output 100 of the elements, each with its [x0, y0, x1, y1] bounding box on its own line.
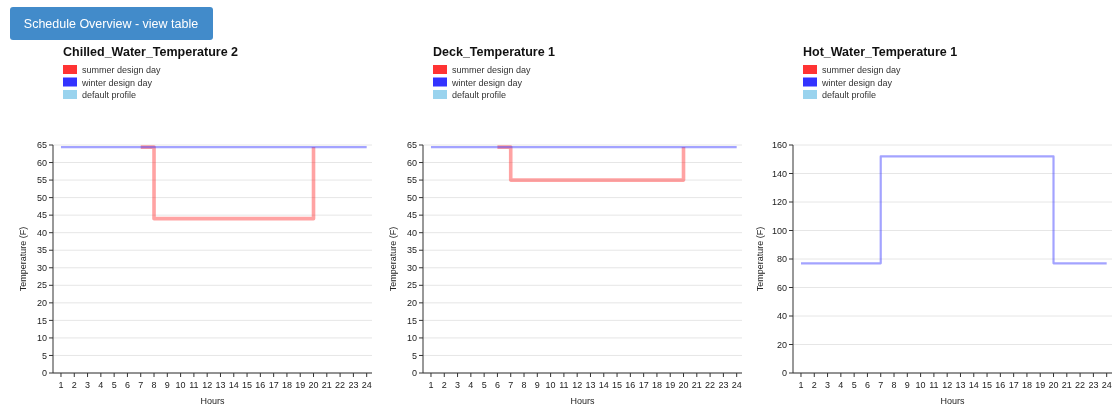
- y-tick-label: 20: [406, 298, 417, 308]
- y-tick-label: 55: [36, 175, 47, 186]
- x-tick-label: 18: [1021, 380, 1032, 390]
- y-tick-label: 60: [776, 282, 787, 293]
- legend-label: default profile: [822, 90, 877, 100]
- y-tick-label: 0: [411, 368, 417, 379]
- x-tick-label: 13: [215, 380, 226, 390]
- y-tick-label: 20: [776, 339, 787, 350]
- x-tick-label: 21: [321, 380, 332, 390]
- x-tick-label: 12: [572, 380, 583, 390]
- y-tick-label: 30: [36, 262, 47, 273]
- y-tick-label: 45: [406, 210, 417, 221]
- x-tick-label: 1: [58, 380, 64, 390]
- y-tick-label: 20: [36, 298, 47, 308]
- x-tick-label: 22: [1075, 380, 1086, 390]
- x-tick-label: 7: [508, 380, 514, 390]
- y-axis-title: Temperature (F): [388, 226, 398, 292]
- y-tick-label: 45: [36, 210, 47, 221]
- x-tick-label: 6: [494, 380, 500, 390]
- x-tick-label: 9: [904, 380, 910, 390]
- y-tick-label: 50: [36, 192, 47, 203]
- x-axis-title: Hours: [200, 396, 225, 405]
- y-tick-label: 5: [411, 350, 417, 361]
- y-tick-label: 10: [36, 333, 47, 344]
- legend-label: summer design day: [822, 65, 902, 75]
- x-tick-label: 23: [1088, 380, 1099, 390]
- y-tick-label: 40: [36, 227, 47, 238]
- y-tick-label: 60: [406, 157, 417, 168]
- y-tick-label: 55: [406, 175, 417, 186]
- x-tick-label: 10: [545, 380, 556, 390]
- x-tick-label: 24: [1101, 380, 1112, 390]
- legend-label: winter design day: [451, 77, 523, 88]
- x-tick-label: 12: [942, 380, 953, 390]
- y-tick-label: 35: [36, 245, 47, 256]
- y-axis-title: Temperature (F): [18, 226, 28, 292]
- x-tick-label: 16: [995, 380, 1006, 390]
- chart-title: Chilled_Water_Temperature 2: [63, 45, 239, 59]
- x-tick-label: 9: [534, 380, 540, 390]
- x-tick-label: 21: [691, 380, 702, 390]
- y-tick-label: 5: [41, 350, 47, 361]
- x-tick-label: 9: [164, 380, 170, 390]
- x-tick-label: 11: [189, 380, 199, 390]
- y-tick-label: 50: [406, 192, 417, 203]
- x-tick-label: 14: [968, 380, 979, 390]
- legend-label: summer design day: [82, 65, 162, 75]
- y-tick-label: 100: [771, 225, 787, 236]
- y-tick-label: 60: [36, 157, 47, 168]
- y-tick-label: 80: [776, 254, 787, 265]
- x-tick-label: 6: [864, 380, 870, 390]
- x-tick-label: 15: [982, 380, 993, 390]
- x-tick-label: 2: [71, 380, 77, 390]
- x-tick-label: 19: [295, 380, 306, 390]
- y-tick-label: 0: [781, 368, 787, 379]
- y-tick-label: 65: [36, 140, 47, 151]
- x-tick-label: 5: [481, 380, 487, 390]
- x-tick-label: 23: [348, 380, 359, 390]
- x-tick-label: 18: [651, 380, 662, 390]
- x-tick-label: 5: [111, 380, 117, 390]
- y-tick-label: 140: [771, 168, 787, 179]
- y-tick-label: 25: [36, 280, 47, 291]
- x-tick-label: 17: [1008, 380, 1019, 390]
- x-tick-label: 20: [678, 380, 689, 390]
- y-tick-label: 120: [771, 197, 787, 208]
- y-tick-label: 15: [36, 315, 47, 326]
- x-tick-label: 1: [798, 380, 804, 390]
- x-tick-label: 8: [521, 380, 527, 390]
- x-axis-title: Hours: [570, 396, 595, 405]
- y-tick-label: 0: [41, 368, 47, 379]
- x-tick-label: 2: [811, 380, 817, 390]
- legend-label: winter design day: [821, 77, 893, 88]
- y-tick-label: 10: [406, 333, 417, 344]
- x-tick-label: 24: [361, 380, 372, 390]
- chart-title: Deck_Temperature 1: [433, 45, 556, 59]
- x-tick-label: 13: [585, 380, 596, 390]
- legend-label: default profile: [82, 90, 137, 100]
- x-tick-label: 4: [98, 380, 104, 390]
- x-tick-label: 4: [838, 380, 844, 390]
- y-tick-label: 65: [406, 140, 417, 151]
- x-tick-label: 4: [468, 380, 474, 390]
- x-tick-label: 24: [731, 380, 742, 390]
- x-tick-label: 7: [878, 380, 884, 390]
- x-tick-label: 3: [85, 380, 91, 390]
- legend-label: winter design day: [81, 77, 153, 88]
- x-tick-label: 17: [638, 380, 649, 390]
- y-tick-label: 40: [776, 311, 787, 322]
- x-tick-label: 8: [151, 380, 157, 390]
- x-axis-title: Hours: [940, 396, 965, 405]
- x-tick-label: 1: [428, 380, 434, 390]
- x-tick-label: 14: [598, 380, 609, 390]
- button: Schedule Overview - view table: [10, 7, 213, 40]
- legend-label: default profile: [452, 90, 507, 100]
- x-tick-label: 16: [255, 380, 266, 390]
- x-tick-label: 7: [138, 380, 144, 390]
- x-tick-label: 12: [202, 380, 213, 390]
- x-tick-label: 16: [625, 380, 636, 390]
- x-tick-label: 17: [268, 380, 279, 390]
- x-tick-label: 15: [242, 380, 253, 390]
- chart-title: Hot_Water_Temperature 1: [803, 45, 958, 59]
- x-tick-label: 22: [705, 380, 716, 390]
- x-tick-label: 5: [851, 380, 857, 390]
